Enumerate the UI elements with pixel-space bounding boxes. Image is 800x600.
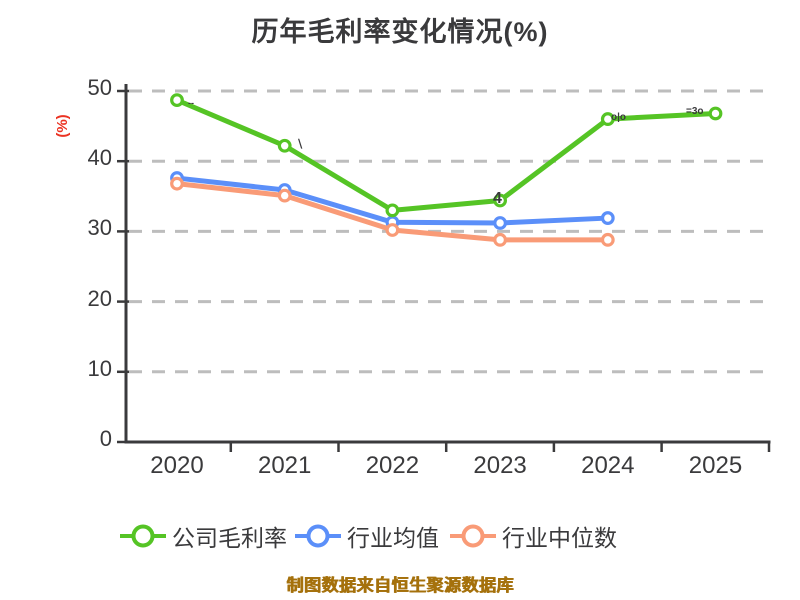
series-point-0 — [170, 93, 184, 108]
y-tick-label: 30 — [87, 215, 112, 241]
legend-item-industry-average: 行业均值 — [295, 521, 439, 551]
series-point-0 — [600, 112, 615, 126]
series-point-2 — [600, 232, 615, 247]
y-tick-label: 10 — [87, 355, 112, 381]
y-tick-label: 20 — [87, 285, 112, 311]
series-point-0 — [277, 138, 292, 153]
legend-item-company-margin: 公司毛利率 — [120, 521, 287, 551]
series-point-0 — [708, 106, 723, 121]
series-point-0 — [493, 193, 508, 208]
series-point-0 — [385, 203, 400, 218]
series-point-2 — [493, 232, 508, 247]
series-point-2 — [170, 176, 184, 191]
data-label-fragment: -- — [188, 98, 194, 108]
x-tick-label: 2021 — [257, 452, 312, 479]
source-note: 制图数据来自恒生聚源数据库 — [286, 576, 514, 595]
y-tick-label: 40 — [87, 145, 112, 171]
series-point-2 — [277, 188, 292, 203]
line-circle-marker-icon — [120, 524, 166, 548]
series-line-0 — [174, 97, 718, 213]
x-tick-label: 2025 — [688, 452, 743, 479]
series-point-1 — [600, 211, 615, 225]
y-tick-label: 50 — [87, 75, 112, 100]
data-label-fragment: o|o — [611, 112, 627, 123]
chart-title: 历年毛利率变化情况(%) — [251, 17, 549, 47]
series-point-2 — [385, 223, 400, 237]
y-tick-label: 0 — [99, 426, 112, 451]
x-tick-label: 2020 — [150, 452, 204, 479]
legend-label-industry-average: 行业均值 — [347, 525, 439, 551]
x-tick-label: 2024 — [581, 452, 635, 479]
legend-item-industry-median: 行业中位数 — [450, 521, 617, 551]
line-circle-marker-icon — [450, 524, 496, 548]
data-label-fragment: ∖ — [296, 137, 305, 151]
x-tick-label: 2022 — [365, 452, 420, 479]
legend-label-company-margin: 公司毛利率 — [172, 525, 287, 551]
data-label-fragment: =3o — [686, 106, 704, 117]
legend-label-industry-median: 行业中位数 — [502, 525, 617, 551]
line-circle-marker-icon — [295, 524, 341, 548]
data-label-fragment: 4 — [493, 190, 502, 207]
series-point-1 — [493, 216, 508, 230]
x-tick-label: 2023 — [473, 452, 527, 479]
